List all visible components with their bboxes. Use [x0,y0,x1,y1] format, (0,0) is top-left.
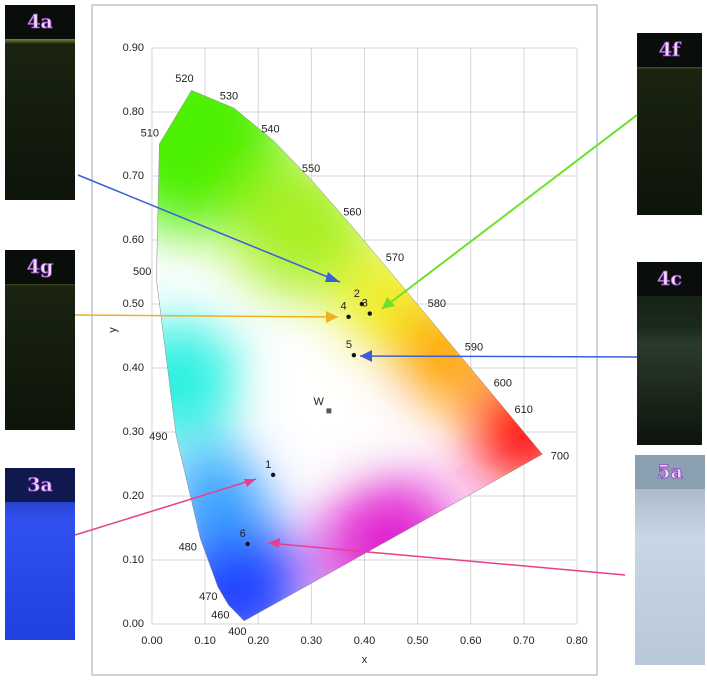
wavelength-label: 520 [175,73,193,85]
white-point [326,408,332,414]
data-point [346,314,351,319]
x-tick-label: 0.10 [194,635,215,647]
y-tick-label: 0.30 [123,426,144,438]
arrowhead [326,311,338,323]
wavelength-label: 550 [302,163,320,175]
y-tick-label: 0.70 [123,170,144,182]
wavelength-label: 600 [494,377,512,389]
data-point [245,541,250,547]
point-label: 1 [265,459,271,471]
y-tick-label: 0.40 [123,362,144,374]
vial-photo [635,455,705,665]
point-label: 5 [346,339,352,351]
photo-label: 3a [27,474,53,496]
white-point-label: W [314,396,325,408]
y-tick-label: 0.20 [123,490,144,502]
arrowhead [382,297,395,309]
photo-label-bg [5,468,75,502]
arrow [267,542,626,576]
wavelength-label: 490 [149,431,167,443]
point-label: 6 [240,528,246,540]
point-label: 4 [341,301,347,313]
data-point [351,353,357,358]
y-axis-label: y [107,327,119,333]
data-point [367,311,373,316]
photo-label-bg [637,262,702,296]
photo-label-bg [5,250,75,284]
arrowhead [244,479,256,487]
y-tick-label: 0.10 [123,554,144,566]
data-point [359,301,365,307]
wavelength-label: 470 [199,591,217,603]
y-tick-label: 0.90 [123,42,144,54]
x-tick-label: 0.30 [301,635,322,647]
point-label: 2 [354,288,360,300]
photo-label: 4a [27,11,53,33]
x-tick-label: 0.60 [460,635,481,647]
photo-label: 4c [657,268,682,290]
photo-label-bg [637,33,702,67]
arrow [381,114,638,310]
wavelength-label: 460 [211,610,229,622]
photo-label: 4g [27,256,54,278]
photo-label-bg [5,5,75,39]
y-tick-label: 0.00 [123,618,144,630]
x-tick-label: 0.70 [513,635,534,647]
wavelength-label: 700 [551,450,569,462]
x-axis-label: x [362,654,368,666]
wavelength-label: 540 [261,123,279,135]
x-tick-label: 0.80 [566,635,587,647]
point-label: 3 [362,298,368,310]
wavelength-label: 560 [343,206,361,218]
arrow [74,478,257,536]
x-tick-label: 0.50 [407,635,428,647]
arrowhead [360,350,372,362]
wavelength-label: 580 [428,298,446,310]
photos: 4a 4g 3a 4f 4c 5a [5,5,705,665]
wavelength-label: 510 [141,128,159,140]
x-tick-label: 0.40 [354,635,375,647]
arrows [74,114,638,576]
x-tick-label: 0.20 [248,635,269,647]
wavelength-label: 400 [228,626,246,638]
wavelength-label: 570 [386,252,404,264]
wavelength-label: 480 [179,541,197,553]
arrowhead [268,538,280,548]
arrow [77,174,341,283]
photo-label: 4f [659,39,682,61]
wavelength-label: 590 [465,341,483,353]
wavelength-label: 500 [133,266,151,278]
color-blob [156,320,239,441]
arrow [359,355,638,358]
x-tick-label: 0.00 [141,635,162,647]
spectral-locus [156,90,543,622]
photo-label: 5a [657,461,683,483]
wavelength-label: 530 [220,91,238,103]
y-tick-label: 0.50 [123,298,144,310]
color-blob [156,90,290,233]
arrowhead [325,272,340,282]
photo-label-bg [635,455,705,489]
arrow [74,314,339,318]
wavelength-label: 610 [515,404,533,416]
y-tick-label: 0.80 [123,106,144,118]
y-tick-label: 0.60 [123,234,144,246]
data-point [270,472,276,478]
